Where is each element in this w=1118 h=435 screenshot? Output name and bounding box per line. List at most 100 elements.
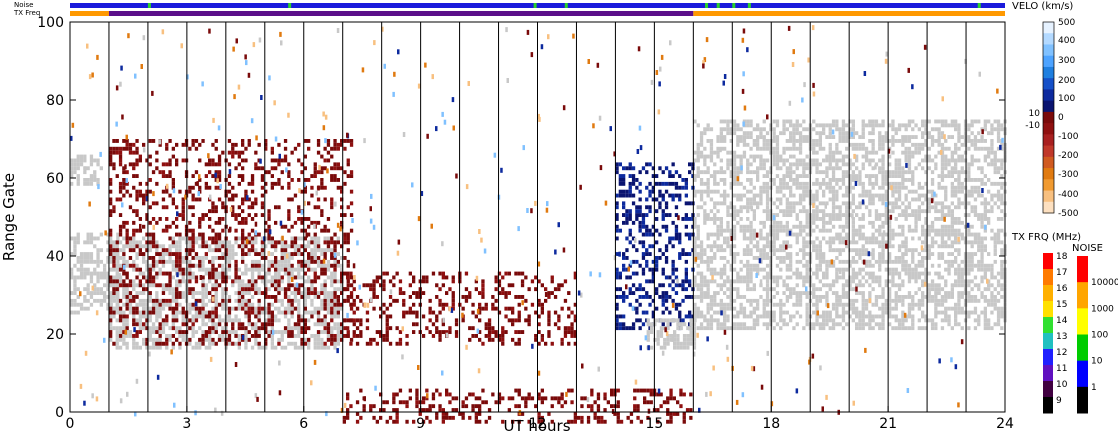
scatter-cell <box>828 123 832 128</box>
scatter-cell <box>76 154 80 159</box>
scatter-cell <box>858 217 862 221</box>
scatter-cell <box>125 314 129 319</box>
scatter-cell <box>772 150 776 155</box>
scatter-cell <box>415 322 419 327</box>
scatter-cell <box>746 326 750 331</box>
scatter-cell <box>168 174 172 178</box>
scatter-cell <box>297 334 301 338</box>
scatter-cell <box>749 154 753 159</box>
scatter-cell <box>214 162 218 167</box>
scatter-cell <box>504 295 508 299</box>
scatter-cell <box>709 232 714 237</box>
scatter-cell <box>845 185 849 190</box>
scatter-cell <box>641 244 646 249</box>
scatter-cell <box>151 345 156 350</box>
scatter-cell <box>365 318 370 323</box>
scatter-cell <box>864 302 869 307</box>
scatter-cell <box>303 139 307 143</box>
scatter-cell <box>628 181 632 186</box>
scatter-cell <box>118 224 123 229</box>
scatter-cell <box>782 158 786 163</box>
scatter-cell <box>435 326 439 331</box>
scatter-cell <box>649 326 654 331</box>
scatter-cell <box>615 295 619 299</box>
scatter-cell <box>181 142 185 147</box>
scatter-cell <box>204 334 208 338</box>
scatter-cell <box>211 162 215 167</box>
scatter-cell <box>208 236 212 241</box>
scatter-cell <box>287 174 291 178</box>
scatter-cell <box>128 310 133 315</box>
scatter-cell <box>227 298 232 303</box>
scatter-cell <box>188 220 192 225</box>
scatter-cell <box>772 275 776 280</box>
scatter-cell <box>805 244 809 249</box>
scatter-cell <box>686 345 690 350</box>
scatter-cell <box>151 259 156 264</box>
scatter-cell <box>204 181 208 186</box>
scatter-cell <box>645 248 649 253</box>
scatter-cell <box>293 283 298 288</box>
scatter-cell <box>161 306 166 311</box>
scatter-cell <box>307 337 311 342</box>
scatter-cell <box>323 166 327 171</box>
scatter-cell <box>158 142 162 147</box>
scatter-cell <box>658 248 662 253</box>
scatter-cell <box>244 158 248 163</box>
scatter-cell <box>181 205 185 210</box>
scatter-cell <box>323 158 327 163</box>
scatter-cell <box>375 275 379 280</box>
scatter-cell <box>674 232 679 237</box>
scatter-cell <box>742 228 747 233</box>
scatter-cell <box>171 310 175 315</box>
scatter-cell <box>746 123 750 128</box>
scatter-cell <box>204 283 208 288</box>
scatter-cell <box>752 298 756 303</box>
scatter-cell <box>635 209 639 214</box>
scatter-cell <box>481 341 485 346</box>
scatter-cell <box>815 275 819 280</box>
scatter-cell <box>122 252 126 256</box>
noise-bar-fill <box>70 3 1005 8</box>
scatter-cell <box>765 263 770 268</box>
scatter-cell <box>254 252 258 256</box>
scatter-cell <box>280 345 284 350</box>
scatter-cell <box>382 283 386 288</box>
scatter-cell <box>283 267 288 272</box>
scatter-cell <box>349 174 354 178</box>
scatter-cell <box>848 213 852 217</box>
scatter-cell <box>340 263 344 268</box>
scatter-cell <box>402 310 406 315</box>
scatter-cell <box>115 326 119 331</box>
scatter-cell <box>742 263 747 268</box>
scatter-cell <box>676 341 680 346</box>
scatter-cell <box>257 287 261 292</box>
scatter-cell <box>802 158 806 163</box>
scatter-cell <box>648 181 652 186</box>
scatter-cell <box>145 158 149 163</box>
scatter-cell <box>330 271 334 276</box>
scatter-cell <box>349 170 354 175</box>
scatter-cell <box>330 146 334 151</box>
scatter-cell <box>313 271 317 276</box>
scatter-cell <box>507 291 511 295</box>
scatter-cell <box>845 295 849 299</box>
scatter-cell <box>340 283 344 288</box>
scatter-cell <box>789 162 793 167</box>
scatter-cell <box>274 271 278 276</box>
scatter-cell <box>822 236 826 241</box>
scatter-cell <box>716 139 720 143</box>
scatter-cell <box>277 259 281 264</box>
scatter-cell <box>573 271 577 276</box>
scatter-cell <box>641 240 646 245</box>
scatter-cell <box>307 341 311 346</box>
scatter-cell <box>812 181 816 186</box>
scatter-cell <box>70 158 74 163</box>
scatter-cell <box>145 267 149 272</box>
scatter-cell <box>693 275 697 280</box>
scatter-cell <box>70 302 74 307</box>
scatter-cell <box>746 189 750 194</box>
scatter-cell <box>789 244 793 249</box>
scatter-cell <box>547 318 551 323</box>
